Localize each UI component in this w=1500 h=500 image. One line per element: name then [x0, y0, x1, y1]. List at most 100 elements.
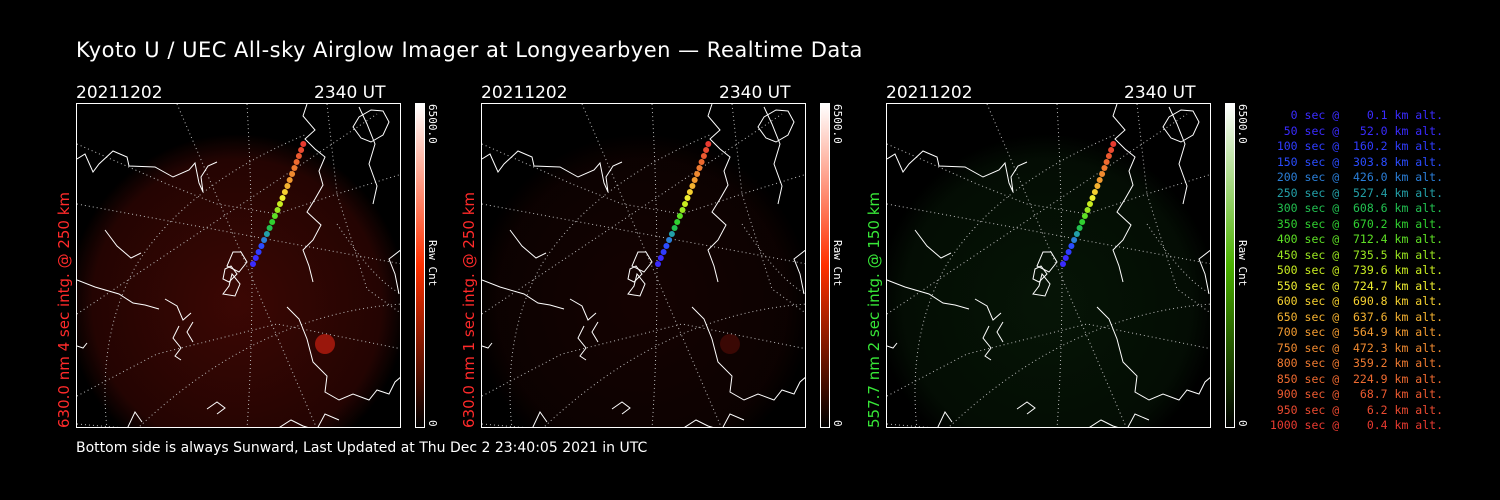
grid-line: [1136, 104, 1210, 314]
coastline: [914, 229, 952, 259]
trajectory-point: [705, 141, 712, 147]
coastline: [982, 325, 992, 361]
trajectory-point: [1096, 177, 1103, 183]
trajectory-point: [293, 159, 300, 165]
coastline: [793, 249, 805, 295]
legend-row: 1000 sec @ 0.4 km alt.: [1269, 418, 1443, 432]
aurora-spot: [315, 334, 335, 354]
panel-3-colorbar-unit: Raw Cnt: [1236, 240, 1249, 287]
panel-3-colorbar-min: 0: [1236, 420, 1249, 427]
legend-row: 950 sec @ 6.2 km alt.: [1269, 402, 1443, 417]
coastline: [1089, 419, 1119, 427]
grid-line: [482, 323, 805, 397]
coastline: [684, 419, 714, 427]
coastline: [352, 109, 390, 143]
trajectory-point: [1089, 195, 1096, 201]
panel-1-colorbar-min: 0: [426, 420, 439, 427]
trajectory-point: [666, 237, 673, 243]
trajectory-point: [1084, 207, 1091, 213]
coastline: [627, 265, 643, 283]
panel-1-wavelength-label: 630.0 nm 4 sec intg. @ 250 km: [55, 191, 73, 428]
trajectory-point: [660, 249, 667, 255]
trajectory-point: [676, 213, 683, 219]
trajectory-point: [1081, 213, 1088, 219]
trajectory-point: [286, 177, 293, 183]
trajectory-point: [1087, 201, 1093, 207]
panel-2-date: 20211202: [481, 83, 568, 103]
coastline: [286, 306, 400, 401]
legend-row: 850 sec @ 224.9 km alt.: [1269, 371, 1443, 386]
coastline: [509, 229, 547, 259]
panel-1-date: 20211202: [76, 83, 163, 103]
trajectory-point: [261, 237, 268, 243]
coastline: [996, 321, 1004, 343]
coastline: [691, 306, 805, 401]
trajectory-point: [291, 165, 298, 171]
trajectory-point: [663, 243, 670, 249]
trajectory-point: [274, 207, 281, 213]
coastline: [1036, 251, 1058, 273]
airglow-region: [887, 134, 1210, 427]
trajectory-point: [1094, 183, 1101, 189]
trajectory-point: [298, 147, 305, 153]
trajectory-point: [694, 171, 701, 177]
coastline: [226, 251, 248, 273]
coastline: [577, 325, 587, 361]
trajectory-point: [289, 171, 296, 177]
airglow-region: [482, 134, 805, 427]
trajectory-point: [703, 147, 710, 153]
legend-row: 50 sec @ 52.0 km alt.: [1269, 123, 1443, 138]
grid-line: [77, 323, 400, 397]
footer-status: Bottom side is always Sunward, Last Upda…: [76, 440, 648, 456]
grid-line: [986, 104, 1127, 427]
grid-line: [581, 104, 722, 427]
coastline: [1198, 249, 1210, 295]
legend-row: 750 sec @ 472.3 km alt.: [1269, 340, 1443, 355]
coastline: [627, 272, 646, 297]
trajectory-point: [255, 249, 262, 255]
panel-1-allsky-image: [76, 103, 401, 428]
trajectory-point: [277, 201, 283, 207]
coastline: [1162, 109, 1200, 143]
coastline: [77, 150, 218, 193]
grid-line: [731, 104, 805, 314]
coastline: [358, 106, 378, 205]
coastline: [887, 150, 1028, 193]
panel-1-colorbar-max: 6500.0: [426, 104, 439, 144]
coastline: [763, 106, 783, 205]
trajectory-point: [684, 195, 691, 201]
panel-3-date: 20211202: [886, 83, 973, 103]
page-title: Kyoto U / UEC All-sky Airglow Imager at …: [76, 38, 863, 62]
trajectory-point: [300, 141, 307, 147]
panel-2-colorbar: [820, 103, 830, 428]
coastline: [974, 298, 1002, 321]
coastline: [206, 401, 226, 415]
trajectory-point: [1062, 255, 1069, 261]
trajectory-point: [657, 255, 664, 261]
legend-row: 350 sec @ 670.2 km alt.: [1269, 216, 1443, 231]
trajectory-point: [1101, 165, 1108, 171]
legend-row: 100 sec @ 160.2 km alt.: [1269, 139, 1443, 153]
trajectory-point: [252, 255, 259, 261]
coastline: [887, 279, 970, 310]
allsky-map-svg: [77, 104, 400, 427]
trajectory-point: [1110, 141, 1117, 147]
coastline: [1032, 265, 1048, 283]
coastline: [1168, 106, 1188, 205]
trajectory-point: [696, 165, 703, 171]
trajectory-point: [250, 261, 256, 267]
coastline: [591, 321, 599, 343]
trajectory-point: [1076, 225, 1083, 231]
coastline: [1032, 272, 1051, 297]
allsky-map-svg: [887, 104, 1210, 427]
trajectory-point: [258, 243, 265, 249]
coastline: [532, 411, 548, 427]
trajectory-point: [1073, 231, 1080, 237]
grid-line: [77, 113, 378, 315]
panel-3-wavelength-label: 557.7 nm 2 sec intg. @ 150 km: [865, 191, 883, 428]
grid-line: [482, 113, 783, 315]
legend-row: 0 sec @ 0.1 km alt.: [1269, 108, 1443, 122]
coastline: [611, 401, 631, 415]
coastline: [77, 279, 160, 310]
trajectory-point: [700, 153, 707, 159]
